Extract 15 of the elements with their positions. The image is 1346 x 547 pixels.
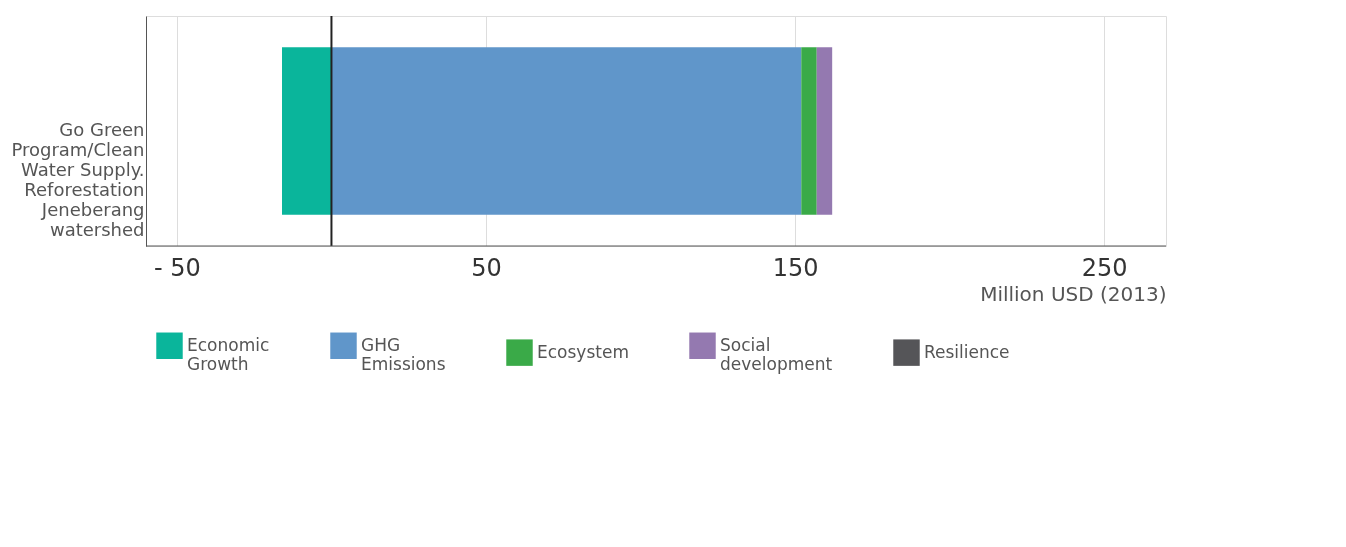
x-tick-label: 250: [1081, 253, 1128, 282]
legend-label: Economic Growth: [187, 334, 270, 374]
x-tick-label: 150: [772, 253, 819, 282]
legend-label: Ecosystem: [537, 341, 629, 362]
y-tick-label: Go Green Program/Clean Water Supply. Reforestation Jeneberang watershed: [11, 119, 145, 240]
legend-label: Resilience: [924, 341, 1010, 362]
bar: [282, 47, 332, 215]
x-axis-title: Million USD (2013): [980, 281, 1167, 306]
bar: [801, 47, 817, 215]
bar: [816, 47, 833, 215]
x-tick-label: 50: [471, 253, 502, 282]
legend-label: Social development: [720, 334, 833, 374]
legend-label: GHG Emissions: [361, 334, 446, 374]
x-tick-label: - 50: [154, 253, 201, 282]
bar: [331, 47, 802, 215]
